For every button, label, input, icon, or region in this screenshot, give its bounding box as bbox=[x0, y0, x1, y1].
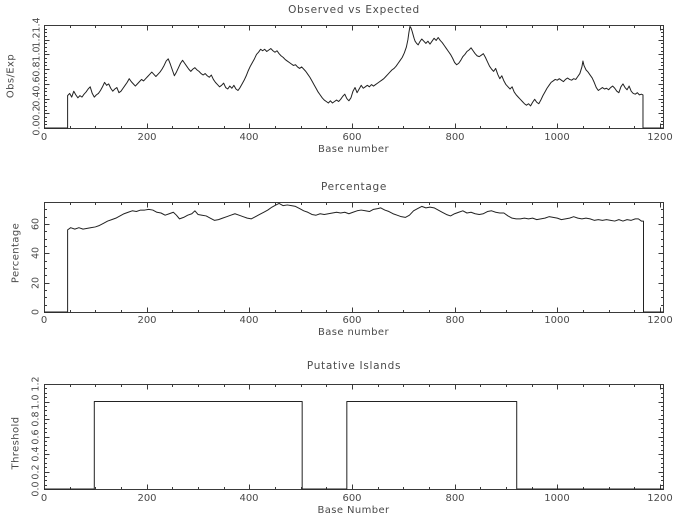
y-tick-label: 1.0 bbox=[31, 394, 42, 409]
plot-canvas-percentage: Percentage Base number 0 200 400 600 800 1000… bbox=[11, 202, 673, 338]
x-tick-label: 1200 bbox=[647, 493, 672, 504]
x-tick-label: 600 bbox=[342, 315, 361, 326]
y-axis-label: Obs/Exp bbox=[6, 54, 17, 98]
x-tick-label: 200 bbox=[137, 493, 156, 504]
y-tick-label: 0.2 bbox=[32, 105, 43, 120]
chart-percentage: Percentage Percentage Base number 0 200 40… bbox=[0, 170, 673, 345]
y-tick-label: 20 bbox=[31, 277, 42, 289]
plot-canvas-islands: Threshold Base Number 0 200 400 600 800 1000 1… bbox=[11, 376, 673, 516]
x-tick-label: 1000 bbox=[544, 132, 569, 143]
data-line-island-indicator bbox=[44, 401, 663, 490]
x-tick-label: 1000 bbox=[544, 493, 569, 504]
y-tick-label: 0.4 bbox=[32, 91, 43, 106]
x-tick-label: 600 bbox=[342, 132, 361, 143]
chart-title: Observed vs Expected bbox=[288, 4, 420, 16]
x-tick-label: 800 bbox=[445, 132, 464, 143]
y-tick-label: 60 bbox=[31, 218, 42, 230]
x-axis-label: Base Number bbox=[317, 505, 390, 516]
y-tick-label: 1.0 bbox=[32, 46, 43, 61]
x-tick-label: 400 bbox=[239, 493, 258, 504]
y-tick-label: 1.2 bbox=[32, 32, 43, 47]
chart-observed-vs-expected: Observed vs Expected Obs/Exp Base number… bbox=[0, 0, 673, 170]
plot-border bbox=[44, 384, 664, 490]
x-tick-label: 0 bbox=[41, 132, 47, 143]
y-tick-label: 0.0 bbox=[31, 481, 42, 496]
y-tick-label: 0.0 bbox=[32, 120, 43, 135]
x-tick-label: 600 bbox=[342, 493, 361, 504]
y-axis-label: Percentage bbox=[11, 223, 22, 283]
x-tick-label: 1000 bbox=[544, 315, 569, 326]
chart-title: Putative Islands bbox=[306, 360, 402, 372]
x-tick-label: 800 bbox=[445, 493, 464, 504]
y-tick-label: 0.2 bbox=[31, 464, 42, 479]
x-tick-label: 800 bbox=[445, 315, 464, 326]
data-line-obs-exp-ratio bbox=[44, 25, 663, 129]
chart-title: Percentage bbox=[320, 181, 388, 193]
y-tick-label: 0 bbox=[31, 309, 42, 315]
x-tick-label: 200 bbox=[137, 132, 156, 143]
y-axis-label: Threshold bbox=[11, 417, 22, 471]
x-tick-label: 1200 bbox=[647, 132, 672, 143]
plot-border bbox=[44, 202, 664, 313]
plot-border bbox=[44, 25, 664, 129]
x-tick-label: 0 bbox=[41, 493, 47, 504]
x-tick-label: 400 bbox=[239, 315, 258, 326]
y-tick-label: 1.4 bbox=[32, 17, 43, 32]
y-tick-label: 40 bbox=[31, 247, 42, 259]
x-axis-label: Base number bbox=[318, 144, 389, 155]
plot-canvas-obs-exp: Obs/Exp Base number 0 200 400 600 800 1000 120… bbox=[6, 17, 673, 155]
data-line-gc-percentage bbox=[44, 202, 663, 313]
y-tick-label: 0.6 bbox=[32, 76, 43, 91]
x-tick-label: 1200 bbox=[647, 315, 672, 326]
x-tick-label: 200 bbox=[137, 315, 156, 326]
y-tick-label: 0.8 bbox=[31, 411, 42, 426]
x-tick-label: 0 bbox=[41, 315, 47, 326]
y-tick-label: 0.4 bbox=[31, 446, 42, 461]
y-tick-label: 0.8 bbox=[32, 61, 43, 76]
y-tick-label: 0.6 bbox=[31, 429, 42, 444]
chart-putative-islands: Putative Islands Threshold Base Number 0… bbox=[0, 345, 673, 518]
x-tick-label: 400 bbox=[239, 132, 258, 143]
y-tick-label: 1.2 bbox=[31, 376, 42, 391]
x-axis-label: Base number bbox=[318, 327, 389, 338]
